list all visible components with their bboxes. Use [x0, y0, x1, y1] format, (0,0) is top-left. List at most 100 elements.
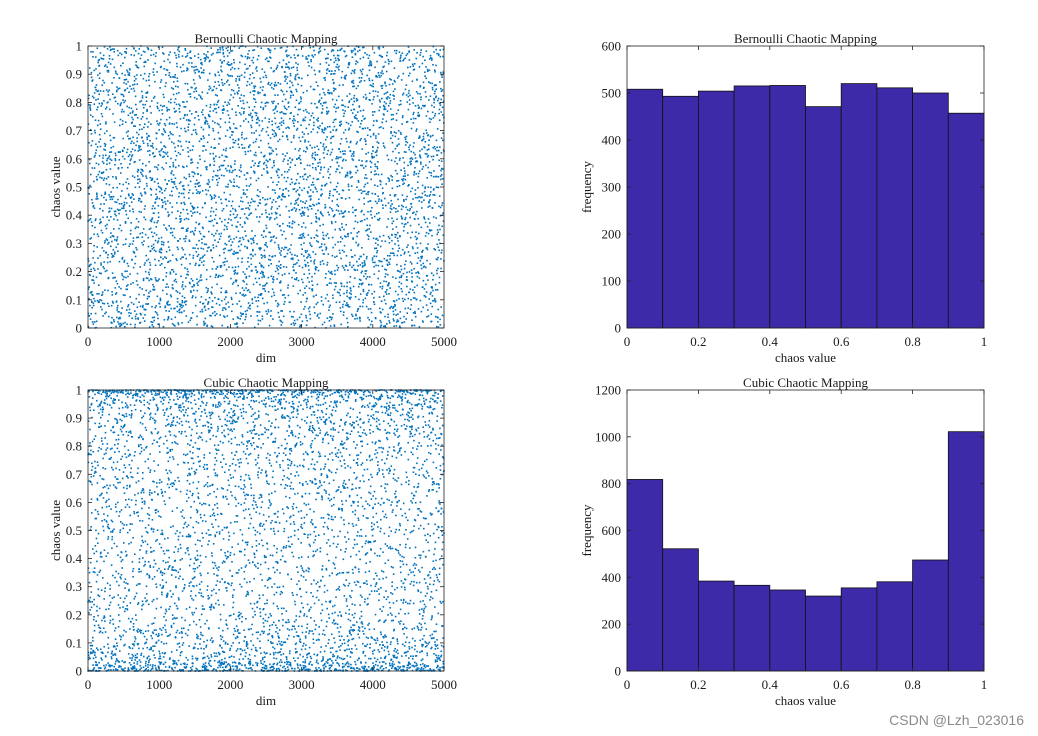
- scatter-point: [143, 65, 145, 68]
- scatter-point: [163, 130, 166, 132]
- scatter-point: [326, 264, 328, 266]
- scatter-point: [282, 122, 285, 124]
- scatter-point: [409, 288, 412, 290]
- scatter-point: [229, 249, 231, 252]
- scatter-point: [333, 81, 335, 84]
- scatter-point: [205, 243, 208, 246]
- scatter-point: [236, 316, 239, 318]
- scatter-point: [320, 97, 323, 99]
- scatter-point: [202, 71, 205, 74]
- scatter-point: [403, 151, 406, 153]
- scatter-point: [91, 79, 94, 81]
- scatter-point: [275, 201, 277, 203]
- scatter-point: [105, 168, 108, 171]
- scatter-point: [372, 85, 375, 88]
- scatter-point: [250, 242, 253, 245]
- scatter-point: [431, 82, 433, 85]
- scatter-point: [425, 231, 428, 234]
- scatter-point: [372, 124, 375, 127]
- scatter-point: [295, 179, 298, 181]
- scatter-point: [221, 46, 224, 48]
- scatter-point: [123, 110, 125, 113]
- scatter-point: [303, 273, 305, 275]
- scatter-point: [115, 154, 117, 157]
- scatter-point: [238, 205, 240, 208]
- scatter-point: [126, 178, 129, 180]
- scatter-point: [427, 166, 429, 169]
- scatter-point: [330, 50, 333, 53]
- scatter-point: [353, 268, 356, 271]
- scatter-point: [410, 157, 413, 159]
- scatter-point: [290, 94, 292, 97]
- scatter-point: [122, 150, 124, 152]
- scatter-point: [198, 140, 201, 143]
- scatter-point: [183, 106, 185, 108]
- scatter-point: [208, 246, 210, 249]
- scatter-point: [394, 80, 396, 83]
- scatter-point: [164, 85, 167, 88]
- scatter-point: [162, 52, 164, 54]
- scatter-point: [280, 124, 283, 126]
- scatter-point: [110, 245, 112, 248]
- scatter-point: [243, 120, 245, 122]
- scatter-point: [114, 163, 116, 166]
- scatter-point: [418, 195, 420, 198]
- scatter-point: [412, 212, 414, 214]
- scatter-point: [405, 293, 408, 296]
- scatter-point: [191, 279, 194, 282]
- scatter-point: [289, 86, 291, 89]
- scatter-point: [269, 231, 271, 234]
- scatter-point: [354, 48, 356, 51]
- scatter-point: [137, 182, 139, 184]
- scatter-point: [286, 54, 288, 56]
- scatter-point: [278, 61, 281, 64]
- scatter-point: [427, 315, 430, 317]
- scatter-point: [129, 85, 131, 88]
- scatter-point: [363, 185, 366, 188]
- scatter-point: [232, 131, 234, 133]
- scatter-point: [94, 312, 97, 315]
- scatter-point: [159, 154, 162, 157]
- scatter-point: [91, 95, 94, 98]
- scatter-point: [357, 85, 359, 87]
- scatter-point: [338, 165, 340, 167]
- scatter-point: [146, 298, 149, 300]
- scatter-point: [400, 254, 402, 257]
- scatter-point: [116, 307, 119, 309]
- scatter-point: [281, 321, 284, 324]
- scatter-point: [154, 62, 156, 65]
- scatter-point: [341, 99, 344, 102]
- scatter-point: [380, 74, 383, 77]
- scatter-point: [168, 108, 171, 111]
- scatter-point: [146, 110, 148, 113]
- scatter-point: [184, 82, 187, 85]
- scatter-point: [173, 81, 175, 83]
- scatter-point: [346, 171, 349, 174]
- scatter-point: [152, 205, 154, 207]
- scatter-point: [429, 95, 432, 97]
- scatter-point: [145, 289, 147, 292]
- scatter-point: [130, 142, 132, 145]
- scatter-point: [407, 46, 410, 48]
- scatter-point: [327, 110, 330, 113]
- scatter-point: [192, 175, 195, 178]
- scatter-point: [256, 122, 259, 124]
- scatter-point: [347, 305, 350, 308]
- scatter-point: [97, 173, 100, 176]
- scatter-point: [220, 65, 222, 68]
- scatter-point: [345, 159, 347, 162]
- scatter-point: [103, 203, 105, 205]
- scatter-point: [419, 299, 422, 302]
- scatter-point: [265, 227, 268, 229]
- scatter-point: [174, 278, 177, 281]
- scatter-point: [198, 230, 201, 233]
- scatter-point: [165, 118, 168, 121]
- scatter-point: [336, 54, 339, 57]
- scatter-point: [211, 120, 214, 122]
- scatter-point: [95, 276, 98, 279]
- scatter-point: [201, 63, 203, 66]
- scatter-point: [127, 265, 130, 267]
- scatter-point: [364, 297, 367, 300]
- scatter-point: [88, 141, 90, 144]
- scatter-point: [431, 111, 434, 114]
